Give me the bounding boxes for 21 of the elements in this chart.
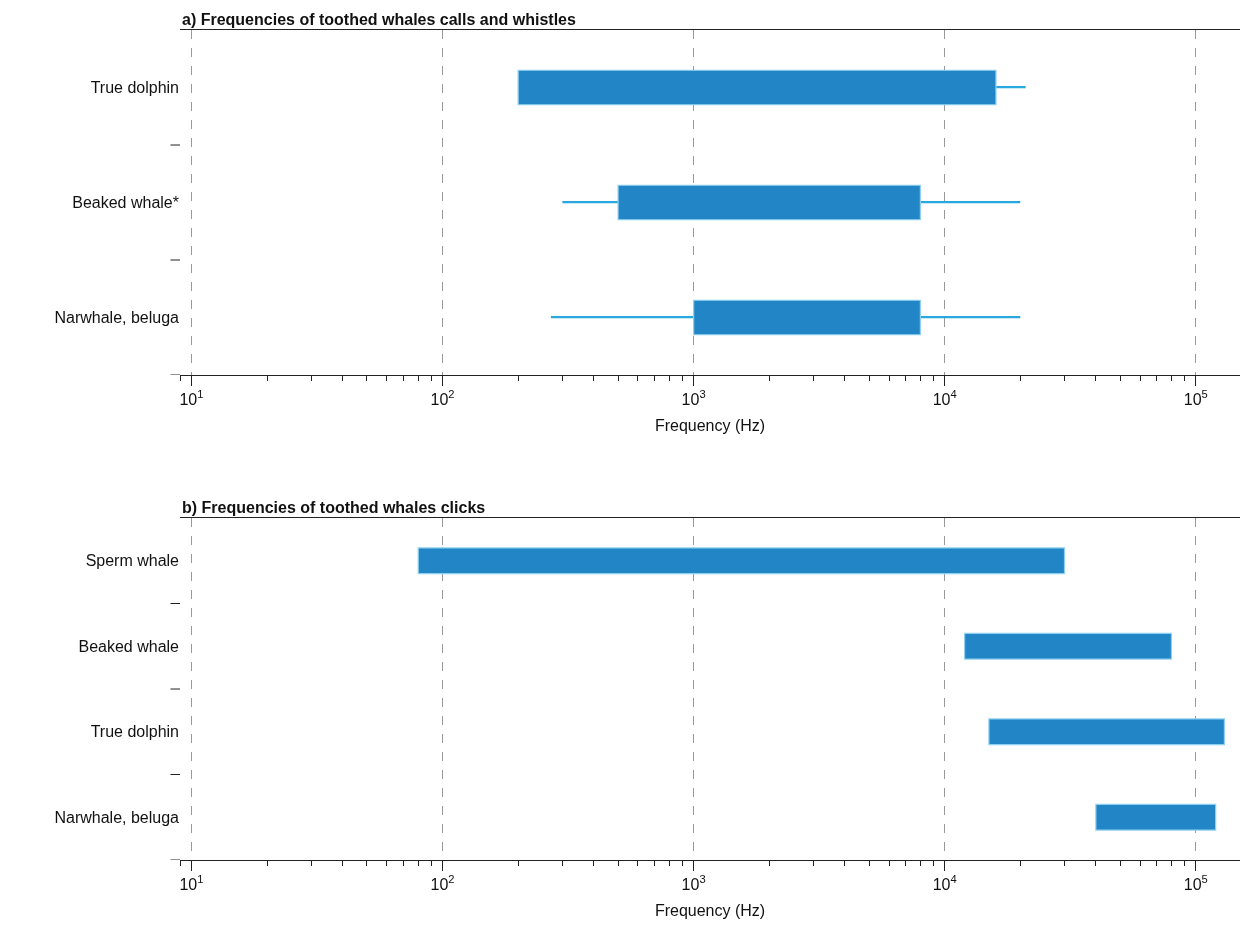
y-tick-label: Beaked whale* — [72, 194, 179, 212]
chart-title: a) Frequencies of toothed whales calls and whistles — [182, 11, 576, 28]
x-tick-label: 10$^{2}$ — [430, 388, 455, 409]
x-tick-label: 10$^{1}$ — [179, 388, 204, 409]
x-tick-label: 10$^{4}$ — [932, 873, 957, 894]
x-tick-label: 10$^{5}$ — [1183, 388, 1208, 409]
y-tick-label: Narwhale, beluga — [54, 808, 180, 826]
x-axis-title: Frequency (Hz) — [654, 901, 766, 919]
x-tick-label: 10$^{3}$ — [681, 873, 706, 894]
x-tick-label: 10$^{2}$ — [430, 873, 455, 894]
y-tick-label: True dolphin — [90, 723, 179, 741]
x-tick-label: 10$^{1}$ — [179, 873, 204, 894]
x-tick-label: 10$^{4}$ — [932, 388, 957, 409]
y-tick-label: Sperm whale — [85, 552, 180, 570]
y-tick-label: True dolphin — [90, 79, 179, 97]
x-tick-label: 10$^{3}$ — [681, 388, 706, 409]
y-tick-label: Beaked whale — [78, 637, 180, 655]
chart-title: b) Frequencies of toothed whales clicks — [182, 499, 486, 516]
x-axis-title: Frequency (Hz) — [654, 416, 766, 434]
x-tick-label: 10$^{5}$ — [1183, 873, 1208, 894]
y-tick-label: Narwhale, beluga — [54, 309, 180, 327]
